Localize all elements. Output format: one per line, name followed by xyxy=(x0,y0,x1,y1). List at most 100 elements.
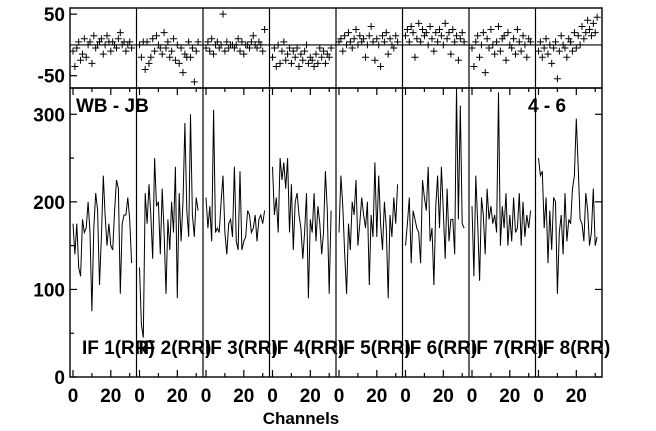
phase-point xyxy=(97,35,105,43)
phase-point xyxy=(249,32,257,40)
phase-point xyxy=(82,53,90,61)
phase-point xyxy=(586,26,594,34)
phase-point xyxy=(352,26,360,34)
phase-point xyxy=(367,22,375,30)
phase-point xyxy=(344,29,352,37)
phase-point xyxy=(301,47,309,55)
phase-point xyxy=(561,44,569,52)
phase-point xyxy=(443,35,451,43)
phase-point xyxy=(572,44,580,52)
phase-point xyxy=(308,56,316,64)
phase-point xyxy=(291,53,299,61)
chart-labels: WB - JB 4 - 6 Channels xyxy=(76,96,566,428)
phase-point xyxy=(580,35,588,43)
baseline-label: WB - JB xyxy=(76,96,149,117)
x-tick-label: 0 xyxy=(334,386,345,407)
phase-point xyxy=(304,59,312,67)
phase-point xyxy=(496,47,504,55)
phase-point xyxy=(95,38,103,46)
phase-point xyxy=(422,29,430,37)
phase-point xyxy=(552,38,560,46)
phase-point xyxy=(483,35,491,43)
phase-point xyxy=(297,50,305,58)
phase-point xyxy=(474,32,482,40)
x-tick-label: 0 xyxy=(467,386,478,407)
phase-point xyxy=(122,47,130,55)
phase-point xyxy=(143,38,151,46)
phase-point xyxy=(456,35,464,43)
scan-label: 4 - 6 xyxy=(528,96,566,117)
phase-point xyxy=(219,10,227,18)
phase-point xyxy=(591,29,599,37)
phase-point xyxy=(468,44,476,52)
phase-point xyxy=(436,26,444,34)
phase-point xyxy=(153,32,161,40)
phase-point xyxy=(415,19,423,27)
phase-point xyxy=(269,53,276,61)
phase-point xyxy=(84,41,92,49)
phase-point xyxy=(282,56,290,64)
phase-point xyxy=(187,53,195,61)
phase-point xyxy=(173,41,181,49)
x-tick-label: 20 xyxy=(167,386,188,407)
phase-point xyxy=(430,47,438,55)
phase-point xyxy=(177,44,185,52)
phase-point xyxy=(487,26,495,34)
phase-point xyxy=(535,47,542,55)
phase-point xyxy=(413,35,421,43)
phase-point xyxy=(341,32,349,40)
phase-point xyxy=(570,29,578,37)
phase-point xyxy=(206,47,214,55)
phase-point xyxy=(221,47,229,55)
phase-point xyxy=(137,53,145,61)
phase-point xyxy=(434,38,442,46)
x-tick-label: 20 xyxy=(499,386,520,407)
phase-point xyxy=(472,38,480,46)
phase-point xyxy=(293,44,301,52)
phase-point xyxy=(69,47,77,55)
phase-series-8 xyxy=(535,13,601,83)
phase-point xyxy=(77,56,85,64)
phase-point xyxy=(417,38,425,46)
phase-y-tick-label: 50 xyxy=(44,5,65,26)
phase-point xyxy=(405,38,413,46)
phase-point xyxy=(491,50,499,58)
phase-point xyxy=(158,50,166,58)
phase-point xyxy=(542,35,550,43)
phase-point xyxy=(589,19,597,27)
phase-point xyxy=(460,38,468,46)
phase-point xyxy=(170,35,178,43)
phase-point xyxy=(327,44,335,52)
phase-point xyxy=(525,35,533,43)
phase-point xyxy=(439,41,447,49)
amplitude-series-4 xyxy=(272,158,332,299)
phase-point xyxy=(500,32,508,40)
phase-point xyxy=(149,35,157,43)
phase-point xyxy=(458,29,466,37)
phase-point xyxy=(375,41,383,49)
phase-point xyxy=(289,47,297,55)
x-axis-title: Channels xyxy=(263,409,340,428)
phase-point xyxy=(194,38,202,46)
phase-point xyxy=(217,41,225,49)
phase-point xyxy=(136,41,143,49)
phase-point xyxy=(190,78,198,86)
phase-point xyxy=(565,35,573,43)
phase-point xyxy=(278,47,286,55)
phase-point xyxy=(508,44,516,52)
panel-label-if-6: IF 6(RR) xyxy=(405,338,478,359)
x-tick-label: 20 xyxy=(366,386,387,407)
x-tick-label: 0 xyxy=(400,386,411,407)
phase-point xyxy=(409,29,417,37)
phase-point xyxy=(101,41,109,49)
phase-point xyxy=(582,29,590,37)
phase-point xyxy=(181,50,189,58)
phase-point xyxy=(80,35,88,43)
phase-point xyxy=(223,38,231,46)
phase-point xyxy=(202,44,210,52)
phase-point xyxy=(521,41,529,49)
phase-point xyxy=(88,59,96,67)
phase-point xyxy=(511,50,519,58)
phase-point xyxy=(441,19,449,27)
panel-label-if-2: IF 2(RR) xyxy=(139,338,212,359)
